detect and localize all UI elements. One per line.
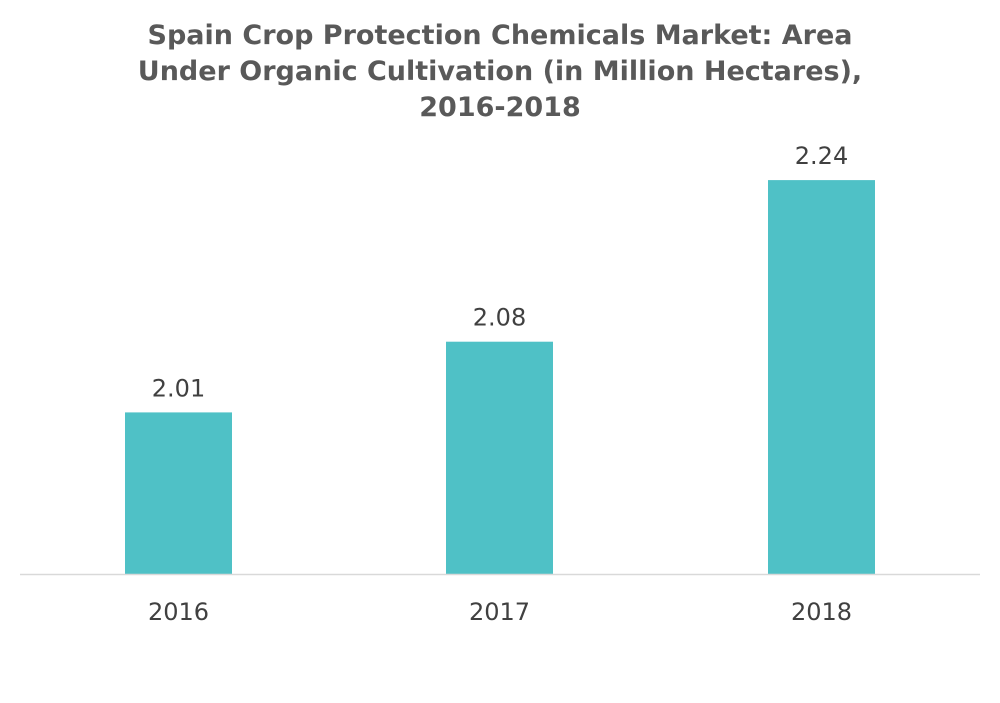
- x-tick-label: 2017: [469, 598, 530, 626]
- chart-title-line: Spain Crop Protection Chemicals Market: …: [147, 20, 853, 51]
- data-label: 2.01: [152, 374, 205, 402]
- data-label: 2.24: [795, 142, 848, 170]
- bar-2018: [768, 180, 875, 574]
- chart-title-line: Under Organic Cultivation (in Million He…: [137, 56, 863, 87]
- x-tick-label: 2016: [148, 598, 209, 626]
- bar-2017: [446, 341, 553, 574]
- data-label: 2.08: [473, 304, 526, 332]
- bar-2016: [125, 412, 232, 574]
- x-tick-label: 2018: [791, 598, 852, 626]
- chart-title-line: 2016-2018: [419, 92, 581, 123]
- chart-title: Spain Crop Protection Chemicals Market: …: [0, 18, 1000, 126]
